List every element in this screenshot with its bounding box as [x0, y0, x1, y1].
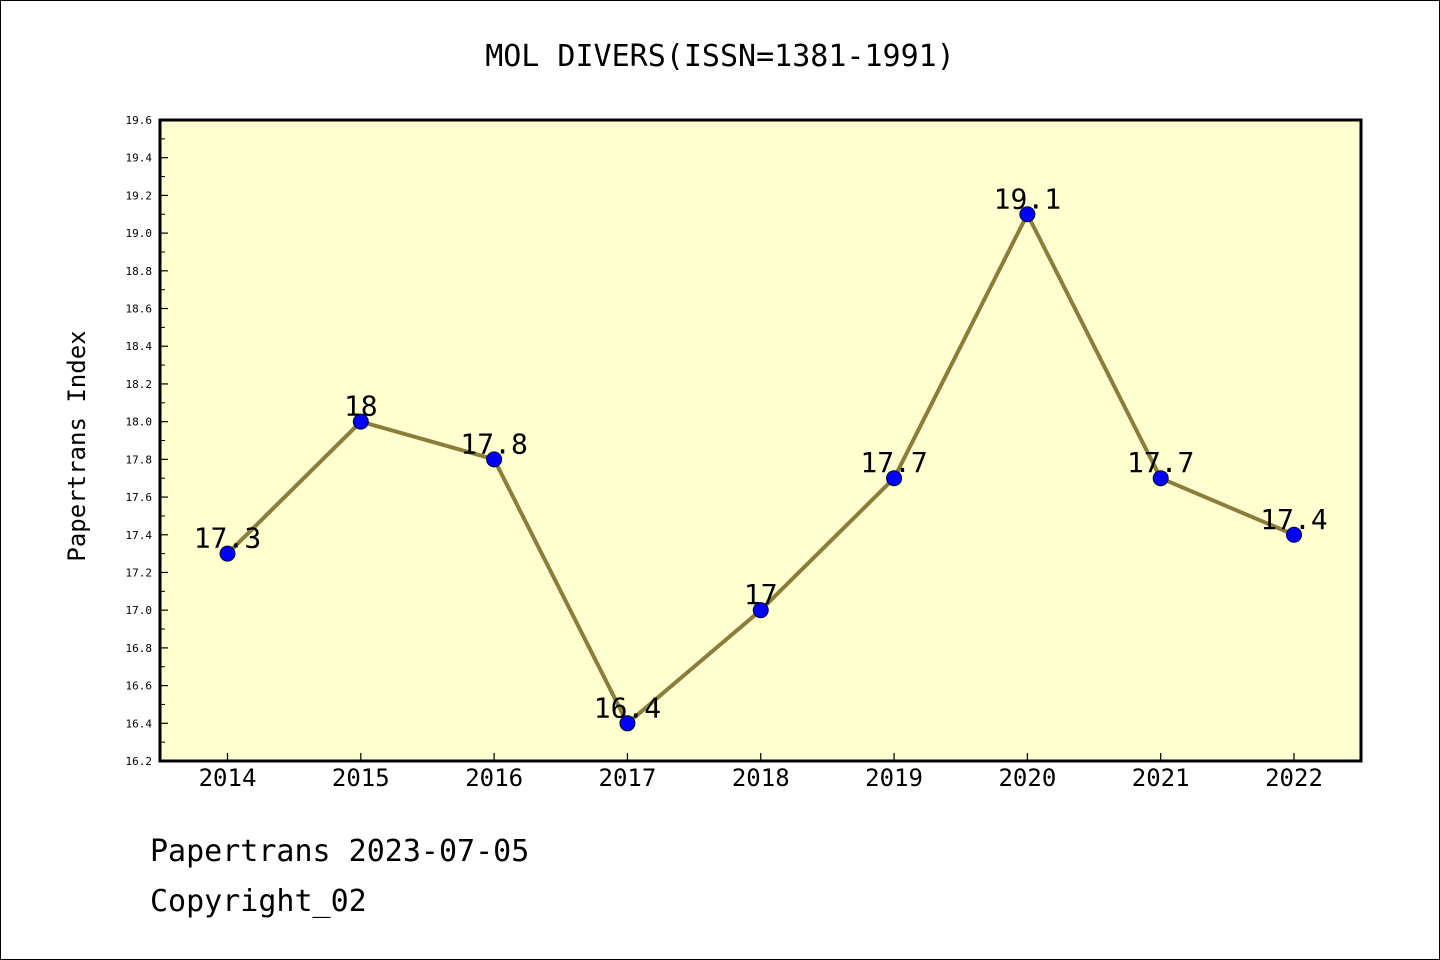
y-axis-label: Papertrans Index: [63, 330, 91, 561]
data-point: [1286, 526, 1302, 543]
x-tick-label: 2017: [599, 764, 657, 792]
data-point: [1019, 206, 1036, 223]
y-tick-label: 18.2: [126, 378, 153, 391]
y-tick-label: 17.6: [126, 491, 153, 504]
data-point: [486, 451, 503, 468]
footer-copyright: Copyright_02: [150, 884, 367, 919]
chart-title: MOL DIVERS(ISSN=1381-1991): [485, 39, 955, 74]
plot-border: [158, 118, 1363, 763]
x-tick-label: 2022: [1265, 764, 1323, 792]
data-point: [1152, 470, 1169, 487]
y-tick-label: 19.0: [126, 227, 153, 240]
y-tick-label: 19.2: [126, 189, 153, 202]
y-tick-label: 18.0: [126, 416, 153, 429]
data-label: 17.3: [194, 522, 261, 555]
x-axis-ticks: 2014 2015 2016 2017 2018 2019 2020 2021 2022: [199, 753, 1323, 792]
x-tick-label: 2019: [865, 764, 923, 792]
y-tick-label: 18.6: [126, 303, 153, 316]
y-tick-label: 16.2: [126, 755, 153, 768]
y-tick-label: 17.8: [126, 453, 153, 466]
y-tick-label: 18.8: [126, 265, 153, 278]
y-tick-label: 19.6: [126, 114, 153, 127]
plot-background: [160, 120, 1361, 761]
y-tick-label: 17.2: [126, 566, 153, 579]
y-tick-label: 16.6: [126, 680, 153, 693]
y-axis-ticks: 16.2 16.4 16.6 16.8 17.0 17.2 17.4 17.6 17.8 18.0…: [126, 114, 168, 768]
data-label: 17: [744, 578, 778, 611]
data-label: 19.1: [994, 182, 1061, 215]
data-label: 17.7: [1127, 446, 1194, 479]
data-point: [886, 470, 903, 487]
data-label: 18: [344, 390, 378, 423]
data-label: 17.4: [1260, 503, 1327, 536]
data-label: 16.4: [594, 691, 661, 724]
data-label: 17.7: [860, 446, 927, 479]
x-tick-label: 2015: [332, 764, 390, 792]
y-tick-label: 17.0: [126, 604, 153, 617]
data-point: [219, 545, 236, 562]
footer-date: Papertrans 2023-07-05: [150, 834, 530, 869]
y-tick-label: 18.4: [126, 340, 153, 353]
x-tick-label: 2016: [465, 764, 523, 792]
data-point: [619, 715, 636, 732]
data-labels: 17.3 18 17.8 16.4 17 17.7 19.1 17.7 17.4: [194, 182, 1328, 724]
x-tick-label: 2018: [732, 764, 790, 792]
y-tick-label: 16.4: [126, 717, 153, 730]
y-tick-label: 19.4: [126, 152, 153, 165]
data-points: [219, 206, 1302, 732]
x-tick-label: 2021: [1132, 764, 1190, 792]
data-point: [752, 602, 769, 619]
data-label: 17.8: [460, 427, 527, 460]
x-tick-label: 2020: [998, 764, 1056, 792]
y-tick-label: 16.8: [126, 642, 153, 655]
data-point: [352, 413, 369, 430]
y-tick-label: 17.4: [126, 529, 153, 542]
x-tick-label: 2014: [199, 764, 257, 792]
